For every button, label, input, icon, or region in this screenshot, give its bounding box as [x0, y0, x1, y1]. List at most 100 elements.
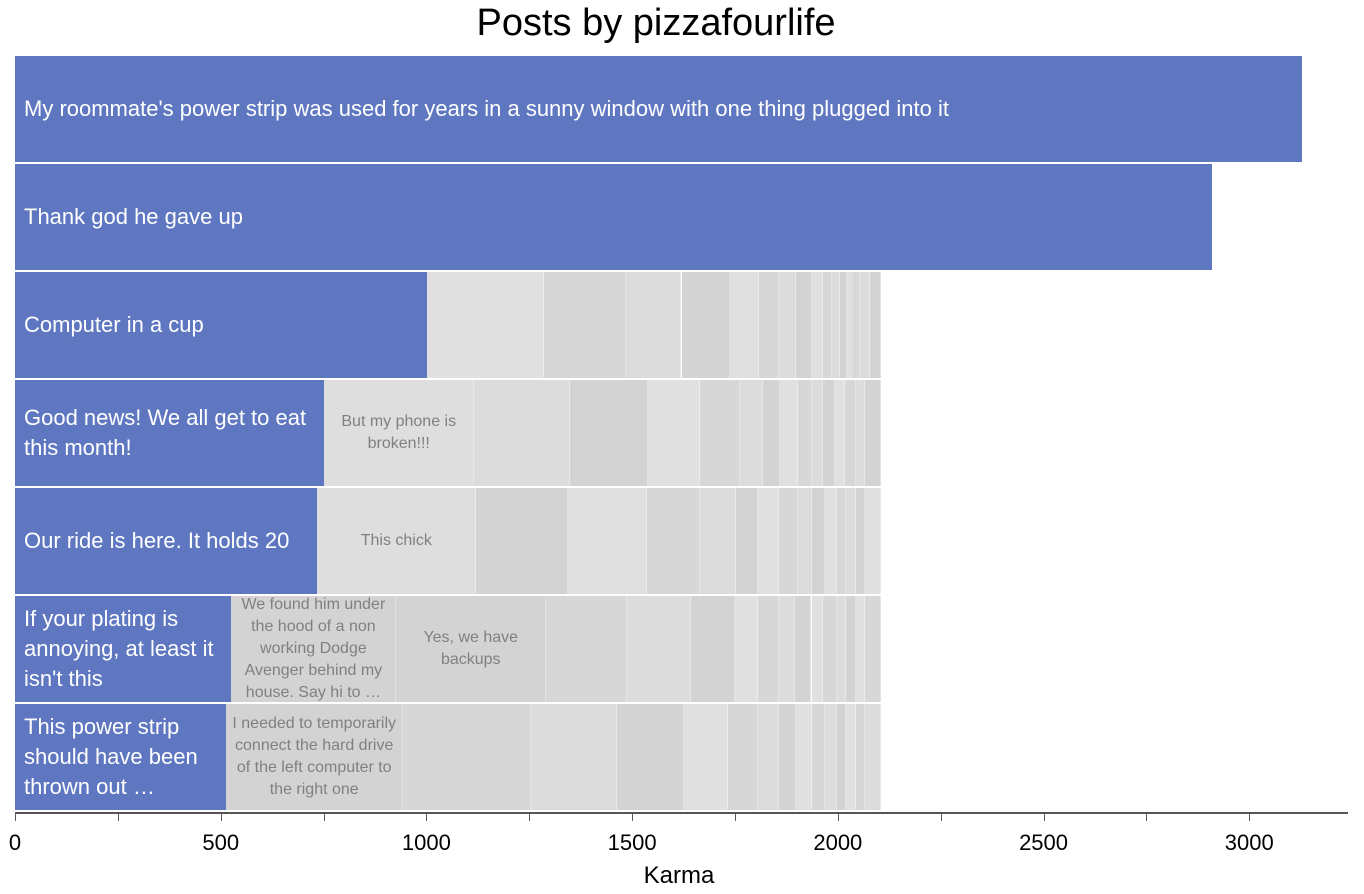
- comment-bar[interactable]: [403, 704, 532, 810]
- comment-bar[interactable]: [834, 380, 846, 486]
- comment-bar[interactable]: [836, 488, 847, 594]
- comment-bar[interactable]: [811, 704, 826, 810]
- comment-bar[interactable]: [544, 272, 627, 378]
- x-tick-label: 2000: [813, 830, 863, 855]
- comment-bar[interactable]: [832, 272, 841, 378]
- post-bar[interactable]: Thank god he gave up: [15, 164, 1213, 270]
- comment-bar[interactable]: [546, 596, 628, 702]
- post-bar[interactable]: This power strip should have been thrown…: [15, 704, 227, 810]
- comment-bar[interactable]: [778, 272, 797, 378]
- comment-bar[interactable]: [758, 704, 779, 810]
- comment-bar[interactable]: [825, 488, 837, 594]
- x-axis-label-text: Karma: [643, 862, 715, 889]
- comment-bar[interactable]: [626, 272, 682, 378]
- comment-bar[interactable]: [855, 380, 866, 486]
- comment-bar[interactable]: [700, 380, 741, 486]
- x-tick: [734, 812, 736, 821]
- comment-bar[interactable]: [759, 272, 779, 378]
- comment-bar[interactable]: [684, 704, 729, 810]
- comment-bar[interactable]: [855, 596, 866, 702]
- comment-bar[interactable]: [778, 704, 797, 810]
- comment-bar[interactable]: [690, 596, 735, 702]
- comment-bar[interactable]: [865, 380, 882, 486]
- plot-area: My roommate's power strip was used for y…: [15, 56, 1348, 812]
- post-bar[interactable]: Our ride is here. It holds 20: [15, 488, 318, 594]
- comment-bar[interactable]: [797, 488, 812, 594]
- comment-bar[interactable]: [846, 488, 856, 594]
- comment-bar[interactable]: [796, 272, 812, 378]
- comment-bar[interactable]: [740, 380, 764, 486]
- comment-bar[interactable]: [811, 488, 826, 594]
- comment-bar[interactable]: [647, 488, 701, 594]
- comment-bar[interactable]: [853, 272, 861, 378]
- comment-bar[interactable]: [763, 380, 781, 486]
- post-label: If your plating is annoying, at least it…: [24, 606, 214, 691]
- comment-bar[interactable]: [865, 488, 882, 594]
- comment-label: But my phone is broken!!!: [341, 413, 457, 452]
- x-tick: [323, 812, 325, 821]
- x-tick-label: 3000: [1224, 830, 1274, 855]
- comment-bar[interactable]: [757, 596, 779, 702]
- x-tick: [426, 812, 428, 821]
- post-label: This power strip should have been thrown…: [24, 714, 198, 799]
- comment-bar[interactable]: [836, 704, 847, 810]
- comment-bar[interactable]: [846, 704, 856, 810]
- comment-bar[interactable]: [734, 596, 758, 702]
- comment-bar[interactable]: [870, 272, 882, 378]
- comment-bar[interactable]: This chick: [317, 488, 477, 594]
- comment-bar[interactable]: [865, 596, 882, 702]
- x-axis-label: Karma: [0, 862, 1364, 890]
- x-tick: [940, 812, 942, 821]
- x-tick-label: 1500: [607, 830, 657, 855]
- comment-bar[interactable]: [780, 380, 798, 486]
- comment-bar[interactable]: [779, 488, 798, 594]
- comment-bar[interactable]: [700, 488, 737, 594]
- comment-bar[interactable]: [730, 272, 760, 378]
- comment-bar[interactable]: [865, 704, 882, 810]
- x-tick-label: 500: [202, 830, 240, 855]
- comment-bar[interactable]: [736, 488, 759, 594]
- post-label: Computer in a cup: [24, 312, 204, 337]
- comment-bar[interactable]: We found him under the hood of a non wor…: [231, 596, 397, 702]
- x-tick: [1249, 812, 1251, 821]
- comment-bar[interactable]: [758, 488, 780, 594]
- comment-bar[interactable]: [846, 596, 856, 702]
- comment-bar[interactable]: [811, 380, 824, 486]
- comment-bar[interactable]: [840, 272, 848, 378]
- comment-bar[interactable]: [860, 272, 871, 378]
- comment-bar[interactable]: [728, 704, 759, 810]
- comment-bar[interactable]: [778, 596, 796, 702]
- comment-label: We found him under the hood of a non wor…: [241, 596, 386, 701]
- post-bar[interactable]: My roommate's power strip was used for y…: [15, 56, 1302, 162]
- comment-bar[interactable]: [627, 596, 691, 702]
- comment-bar[interactable]: Yes, we have backups: [396, 596, 547, 702]
- comment-bar[interactable]: [531, 704, 618, 810]
- post-bar[interactable]: Good news! We all get to eat this month!: [15, 380, 325, 486]
- comment-bar[interactable]: [681, 272, 731, 378]
- comment-bar[interactable]: But my phone is broken!!!: [324, 380, 475, 486]
- comment-bar[interactable]: [795, 596, 812, 702]
- comment-bar[interactable]: [568, 488, 648, 594]
- comment-bar[interactable]: [811, 272, 824, 378]
- comment-bar[interactable]: [855, 704, 866, 810]
- comment-bar[interactable]: [823, 596, 837, 702]
- comment-bar[interactable]: [823, 380, 835, 486]
- comment-bar[interactable]: [617, 704, 685, 810]
- comment-bar[interactable]: [811, 596, 824, 702]
- comment-bar[interactable]: [796, 704, 812, 810]
- comment-bar[interactable]: [570, 380, 649, 486]
- comment-bar[interactable]: I needed to temporarily connect the hard…: [226, 704, 404, 810]
- x-tick-label: 2500: [1019, 830, 1069, 855]
- comment-bar[interactable]: [476, 488, 569, 594]
- comment-bar[interactable]: [427, 272, 545, 378]
- comment-bar[interactable]: [474, 380, 571, 486]
- comment-bar[interactable]: [855, 488, 866, 594]
- post-bar[interactable]: Computer in a cup: [15, 272, 428, 378]
- comment-bar[interactable]: [825, 704, 837, 810]
- comment-bar[interactable]: [648, 380, 701, 486]
- comment-bar[interactable]: [823, 272, 833, 378]
- comment-bar[interactable]: [836, 596, 847, 702]
- comment-bar[interactable]: [797, 380, 812, 486]
- post-bar[interactable]: If your plating is annoying, at least it…: [15, 596, 232, 702]
- comment-bar[interactable]: [845, 380, 856, 486]
